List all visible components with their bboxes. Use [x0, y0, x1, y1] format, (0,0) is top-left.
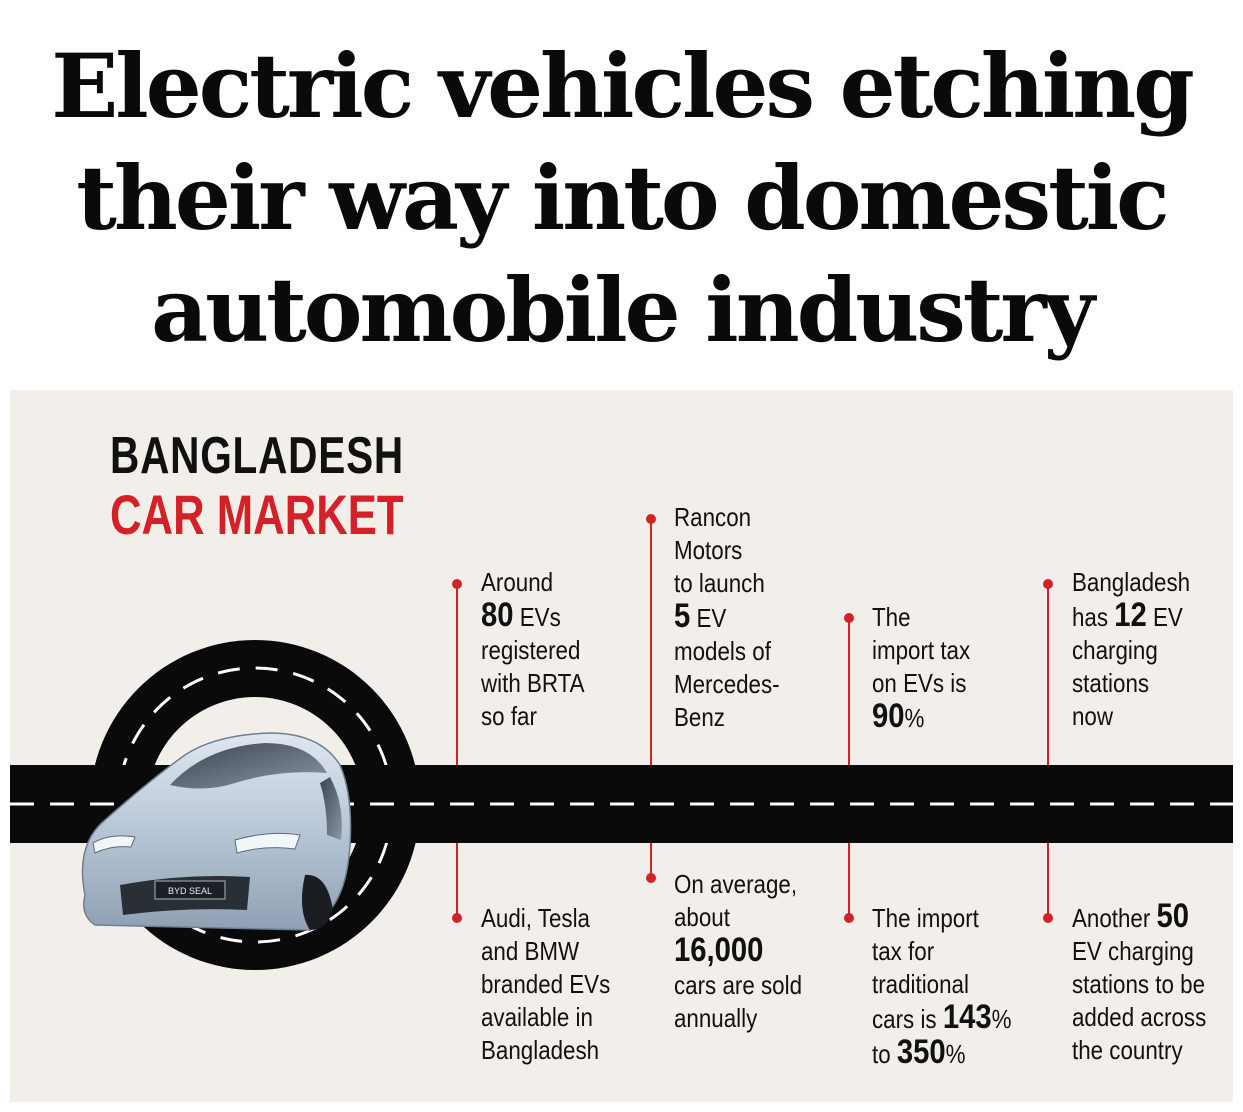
pin-dot-8	[1043, 913, 1053, 923]
fact-cars-sold: On average, about 16,000 cars are sold a…	[674, 869, 803, 1033]
market-title: BANGLADESH CAR MARKET	[110, 428, 487, 546]
car-image: BYD SEAL	[81, 732, 352, 931]
fact-planned-stations: Another 50 EV charging stations to be ad…	[1072, 897, 1207, 1065]
fact-ev-import-tax: The import tax on EVs is 90%	[872, 602, 971, 735]
car-windshield	[170, 743, 327, 789]
car-side-window	[320, 777, 342, 840]
fact-rancon-motors: Rancon Motors to launch 5 EV models of M…	[674, 502, 780, 732]
car-wheel	[301, 874, 333, 930]
pin-dot-5	[452, 913, 462, 923]
car-plate	[154, 880, 226, 900]
headline-line-1: Electric vehicles etching	[51, 34, 1195, 138]
car-headlight-right	[234, 832, 301, 854]
fact-traditional-tax: The import tax for traditional cars is 1…	[872, 903, 1012, 1071]
pin-dot-4	[1043, 579, 1053, 589]
fact-branded-evs: Audi, Tesla and BMW branded EVs availabl…	[481, 903, 611, 1065]
fact-evs-registered: Around 80 EVs registered with BRTA so fa…	[481, 567, 585, 731]
headline: Electric vehicles etching their way into…	[0, 30, 1243, 366]
headline-line-2: their way into domestic	[76, 146, 1170, 250]
headline-line-3: automobile industry	[151, 258, 1095, 362]
pin-dot-1	[452, 579, 462, 589]
fact-charging-stations: Bangladesh has 12 EV charging stations n…	[1072, 567, 1191, 731]
infographic-panel: BANGLADESH CAR MARKET BYD SEAL Around 80…	[10, 390, 1233, 1102]
market-title-subject: CAR MARKET	[110, 483, 404, 546]
market-title-country: BANGLADESH	[110, 427, 404, 485]
car-headlight-left	[92, 835, 136, 854]
pin-dot-2	[646, 514, 656, 524]
pin-dot-3	[844, 613, 854, 623]
pin-dot-6	[646, 873, 656, 883]
car-badge: BYD SEAL	[168, 886, 212, 896]
pin-dot-7	[844, 913, 854, 923]
